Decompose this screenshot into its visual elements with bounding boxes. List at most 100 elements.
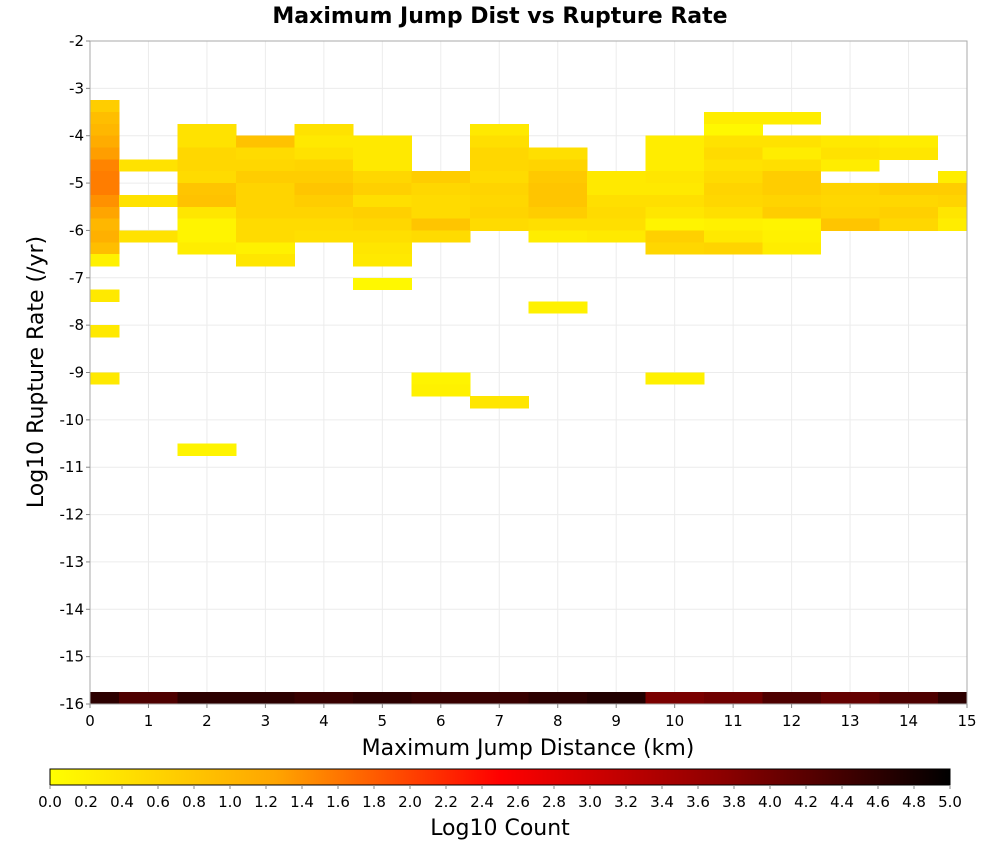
heatmap-cell xyxy=(470,171,529,184)
heatmap-cell xyxy=(90,692,120,705)
heatmap-cell xyxy=(294,206,354,219)
heatmap-cell xyxy=(177,230,237,243)
heatmap-cell xyxy=(703,194,763,208)
heatmap-cell xyxy=(90,254,120,267)
colorbar-tick-label: 0.8 xyxy=(182,793,206,811)
heatmap-cell xyxy=(645,218,705,231)
heatmap-cell xyxy=(586,230,646,243)
heatmap-cell xyxy=(528,194,588,208)
heatmap-cell xyxy=(353,218,412,231)
heatmap-cell xyxy=(645,135,705,148)
heatmap-cell xyxy=(353,230,412,243)
heatmap-cell xyxy=(236,692,296,705)
colorbar-tick-label: 1.6 xyxy=(326,793,350,811)
heatmap-cell xyxy=(586,183,646,196)
heatmap-cell xyxy=(645,230,705,243)
heatmap-cell xyxy=(177,123,237,137)
heatmap-cell xyxy=(820,206,880,219)
heatmap-cell xyxy=(470,147,529,160)
heatmap-cell xyxy=(294,194,354,208)
heatmap-cell xyxy=(820,183,880,196)
heatmap-cell xyxy=(236,242,296,255)
colorbar-tick-label: 4.0 xyxy=(758,793,782,811)
x-tick-label: 12 xyxy=(782,712,801,730)
heatmap-cell xyxy=(703,147,763,160)
heatmap-cell xyxy=(177,147,237,160)
heatmap-cell xyxy=(411,372,471,385)
heatmap-cell xyxy=(879,206,939,219)
heatmap-cell xyxy=(90,100,120,113)
y-tick-label: -8 xyxy=(69,316,84,334)
heatmap-cell xyxy=(762,206,822,219)
colorbar-tick-label: 0.0 xyxy=(38,793,62,811)
heatmap-cell xyxy=(937,206,968,219)
heatmap-cell xyxy=(703,135,763,148)
heatmap-cell xyxy=(119,692,179,705)
heatmap-cell xyxy=(762,218,822,231)
heatmap-cell xyxy=(353,206,412,219)
heatmap-cell xyxy=(294,123,354,137)
colorbar-tick-label: 1.2 xyxy=(254,793,278,811)
heatmap-cell xyxy=(762,112,822,125)
colorbar-tick-label: 0.6 xyxy=(146,793,170,811)
heatmap-cell xyxy=(353,692,412,705)
y-tick-label: -10 xyxy=(60,411,85,429)
heatmap-cell xyxy=(90,230,120,243)
colorbar-tick-label: 3.2 xyxy=(614,793,638,811)
heatmap-cell xyxy=(90,194,120,208)
y-axis-label: Log10 Rupture Rate (/yr) xyxy=(24,236,49,508)
heatmap-cell xyxy=(236,194,296,208)
heatmap-cell xyxy=(353,147,412,160)
heatmap-cell xyxy=(177,218,237,231)
x-tick-label: 1 xyxy=(144,712,154,730)
y-tick-label: -16 xyxy=(60,695,85,713)
heatmap-cell xyxy=(470,218,529,231)
heatmap-cell xyxy=(762,171,822,184)
heatmap-cell xyxy=(762,242,822,255)
heatmap-cell xyxy=(236,159,296,172)
x-tick-label: 14 xyxy=(899,712,918,730)
colorbar-tick-label: 2.0 xyxy=(398,793,422,811)
heatmap-cell xyxy=(879,692,939,705)
heatmap-cell xyxy=(937,194,968,208)
heatmap-cell xyxy=(586,692,646,705)
heatmap-cell xyxy=(119,230,179,243)
heatmap-cell xyxy=(177,171,237,184)
heatmap-cell xyxy=(411,384,471,397)
heatmap-cell xyxy=(703,692,763,705)
heatmap-cell xyxy=(90,135,120,148)
heatmap-cell xyxy=(90,171,120,184)
colorbar-tick-label: 4.6 xyxy=(866,793,890,811)
heatmap-cell xyxy=(879,147,939,160)
heatmap-cell xyxy=(937,183,968,196)
heatmap-cell xyxy=(645,206,705,219)
heatmap-cell xyxy=(762,230,822,243)
heatmap-cell xyxy=(470,396,529,409)
heatmap-cell xyxy=(353,183,412,196)
heatmap-cell xyxy=(236,206,296,219)
heatmap-cell xyxy=(353,277,412,291)
heatmap-cell xyxy=(762,692,822,705)
y-tick-label: -15 xyxy=(60,648,85,666)
y-tick-label: -6 xyxy=(69,221,84,239)
heatmap-cell xyxy=(90,112,120,125)
colorbar-tick-label: 1.4 xyxy=(290,793,314,811)
heatmap-cell xyxy=(90,123,120,137)
heatmap-cell xyxy=(177,692,237,705)
heatmap-cell xyxy=(528,159,588,172)
heatmap-cell xyxy=(645,194,705,208)
heatmap-cell xyxy=(411,218,471,231)
x-tick-label: 7 xyxy=(494,712,504,730)
x-tick-label: 6 xyxy=(436,712,446,730)
heatmap-cell xyxy=(294,159,354,172)
colorbar-tick-label: 3.6 xyxy=(686,793,710,811)
heatmap-cells xyxy=(90,100,968,705)
heatmap-cell xyxy=(645,242,705,255)
heatmap-cell xyxy=(762,147,822,160)
heatmap-cell xyxy=(703,230,763,243)
heatmap-cell xyxy=(879,135,939,148)
heatmap-cell xyxy=(703,159,763,172)
heatmap-cell xyxy=(177,206,237,219)
heatmap-cell xyxy=(820,692,880,705)
